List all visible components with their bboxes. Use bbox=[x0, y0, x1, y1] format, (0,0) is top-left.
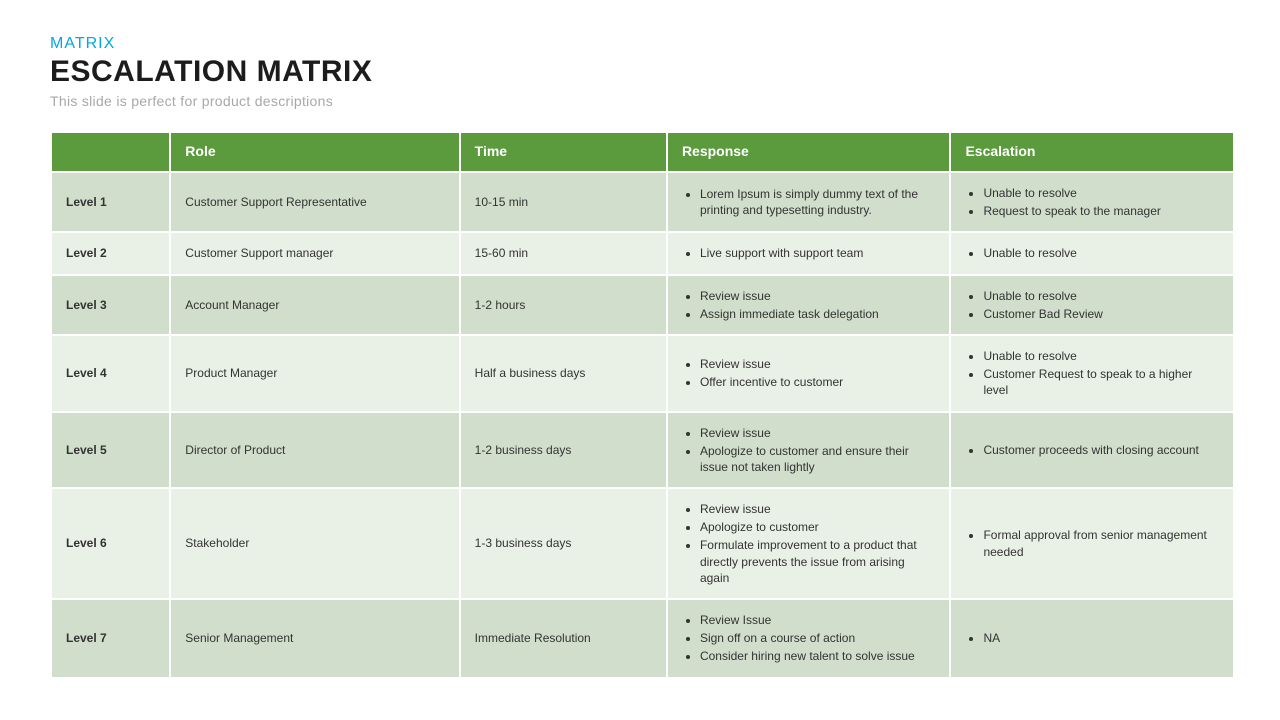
response-cell: Review issue Apologize to customer and en… bbox=[668, 413, 950, 488]
list-item: Unable to resolve bbox=[983, 185, 1219, 201]
table-head: RoleTimeResponseEscalation bbox=[52, 133, 1233, 171]
table-row: Level 5Director of Product1-2 business d… bbox=[52, 413, 1233, 488]
response-cell-list: Review issue Apologize to customer Formula… bbox=[682, 501, 936, 586]
level-cell: Level 3 bbox=[52, 276, 169, 334]
escalation-cell-list: NA bbox=[965, 630, 1219, 646]
list-item: Apologize to customer bbox=[700, 519, 936, 535]
response-cell-list: Review issue Offer incentive to customer bbox=[682, 356, 936, 390]
time-cell: Immediate Resolution bbox=[461, 600, 666, 677]
level-cell: Level 4 bbox=[52, 336, 169, 411]
col-header-2: Time bbox=[461, 133, 666, 171]
list-item: NA bbox=[983, 630, 1219, 646]
escalation-cell: Formal approval from senior management n… bbox=[951, 489, 1233, 598]
time-cell: 1-2 hours bbox=[461, 276, 666, 334]
level-cell: Level 6 bbox=[52, 489, 169, 598]
table-row: Level 7Senior ManagementImmediate Resolu… bbox=[52, 600, 1233, 677]
time-cell: 1-2 business days bbox=[461, 413, 666, 488]
time-cell: 15-60 min bbox=[461, 233, 666, 273]
list-item: Lorem Ipsum is simply dummy text of the … bbox=[700, 186, 936, 218]
role-cell: Product Manager bbox=[171, 336, 458, 411]
col-header-4: Escalation bbox=[951, 133, 1233, 171]
response-cell: Review issue Offer incentive to customer bbox=[668, 336, 950, 411]
response-cell: Review issue Assign immediate task delega… bbox=[668, 276, 950, 334]
list-item: Review issue bbox=[700, 501, 936, 517]
role-cell: Director of Product bbox=[171, 413, 458, 488]
slide: MATRIX ESCALATION MATRIX This slide is p… bbox=[0, 0, 1280, 699]
list-item: Consider hiring new talent to solve issu… bbox=[700, 648, 936, 664]
response-cell-list: Review Issue Sign off on a course of acti… bbox=[682, 612, 936, 665]
escalation-cell-list: Customer proceeds with closing account bbox=[965, 442, 1219, 458]
table-row: Level 3Account Manager1-2 hours Review is… bbox=[52, 276, 1233, 334]
list-item: Review issue bbox=[700, 425, 936, 441]
list-item: Review Issue bbox=[700, 612, 936, 628]
role-cell: Customer Support Representative bbox=[171, 173, 458, 231]
escalation-cell-list: Unable to resolve Customer Request to spe… bbox=[965, 348, 1219, 399]
list-item: Offer incentive to customer bbox=[700, 374, 936, 390]
list-item: Sign off on a course of action bbox=[700, 630, 936, 646]
table-row: Level 4Product ManagerHalf a business da… bbox=[52, 336, 1233, 411]
response-cell: Review issue Apologize to customer Formula… bbox=[668, 489, 950, 598]
level-cell: Level 1 bbox=[52, 173, 169, 231]
role-cell: Senior Management bbox=[171, 600, 458, 677]
escalation-cell: NA bbox=[951, 600, 1233, 677]
escalation-cell-list: Unable to resolve Request to speak to the… bbox=[965, 185, 1219, 219]
list-item: Review issue bbox=[700, 288, 936, 304]
escalation-cell: Customer proceeds with closing account bbox=[951, 413, 1233, 488]
response-cell: Review Issue Sign off on a course of acti… bbox=[668, 600, 950, 677]
table-row: Level 6Stakeholder1-3 business daysRevie… bbox=[52, 489, 1233, 598]
col-header-3: Response bbox=[668, 133, 950, 171]
escalation-cell-list: Unable to resolve Customer Bad Review bbox=[965, 288, 1219, 322]
time-cell: 1-3 business days bbox=[461, 489, 666, 598]
col-header-0 bbox=[52, 133, 169, 171]
table-body: Level 1Customer Support Representative10… bbox=[52, 173, 1233, 677]
response-cell-list: Lorem Ipsum is simply dummy text of the … bbox=[682, 186, 936, 218]
time-cell: Half a business days bbox=[461, 336, 666, 411]
escalation-cell: Unable to resolve Request to speak to the… bbox=[951, 173, 1233, 231]
list-item: Formal approval from senior management n… bbox=[983, 527, 1219, 559]
list-item: Unable to resolve bbox=[983, 348, 1219, 364]
list-item: Customer Bad Review bbox=[983, 306, 1219, 322]
escalation-cell: Unable to resolve Customer Request to spe… bbox=[951, 336, 1233, 411]
list-item: Unable to resolve bbox=[983, 245, 1219, 261]
response-cell-list: Live support with support team bbox=[682, 245, 936, 261]
list-item: Customer proceeds with closing account bbox=[983, 442, 1219, 458]
table-row: Level 2Customer Support manager15-60 min… bbox=[52, 233, 1233, 273]
escalation-cell-list: Formal approval from senior management n… bbox=[965, 527, 1219, 559]
response-cell-list: Review issue Apologize to customer and en… bbox=[682, 425, 936, 476]
list-item: Customer Request to speak to a higher le… bbox=[983, 366, 1219, 398]
list-item: Request to speak to the manager bbox=[983, 203, 1219, 219]
col-header-1: Role bbox=[171, 133, 458, 171]
list-item: Live support with support team bbox=[700, 245, 936, 261]
table-row: Level 1Customer Support Representative10… bbox=[52, 173, 1233, 231]
subtitle: This slide is perfect for product descri… bbox=[50, 93, 1235, 109]
level-cell: Level 7 bbox=[52, 600, 169, 677]
page-title: ESCALATION MATRIX bbox=[50, 55, 1235, 89]
time-cell: 10-15 min bbox=[461, 173, 666, 231]
escalation-table: RoleTimeResponseEscalation Level 1Custom… bbox=[50, 131, 1235, 679]
response-cell: Lorem Ipsum is simply dummy text of the … bbox=[668, 173, 950, 231]
list-item: Apologize to customer and ensure their i… bbox=[700, 443, 936, 475]
response-cell-list: Review issue Assign immediate task delega… bbox=[682, 288, 936, 322]
level-cell: Level 5 bbox=[52, 413, 169, 488]
list-item: Review issue bbox=[700, 356, 936, 372]
list-item: Unable to resolve bbox=[983, 288, 1219, 304]
level-cell: Level 2 bbox=[52, 233, 169, 273]
list-item: Assign immediate task delegation bbox=[700, 306, 936, 322]
role-cell: Account Manager bbox=[171, 276, 458, 334]
escalation-cell: Unable to resolve bbox=[951, 233, 1233, 273]
eyebrow-label: MATRIX bbox=[50, 35, 1235, 53]
escalation-cell-list: Unable to resolve bbox=[965, 245, 1219, 261]
list-item: Formulate improvement to a product that … bbox=[700, 537, 936, 586]
role-cell: Customer Support manager bbox=[171, 233, 458, 273]
table-header-row: RoleTimeResponseEscalation bbox=[52, 133, 1233, 171]
escalation-cell: Unable to resolve Customer Bad Review bbox=[951, 276, 1233, 334]
response-cell: Live support with support team bbox=[668, 233, 950, 273]
role-cell: Stakeholder bbox=[171, 489, 458, 598]
